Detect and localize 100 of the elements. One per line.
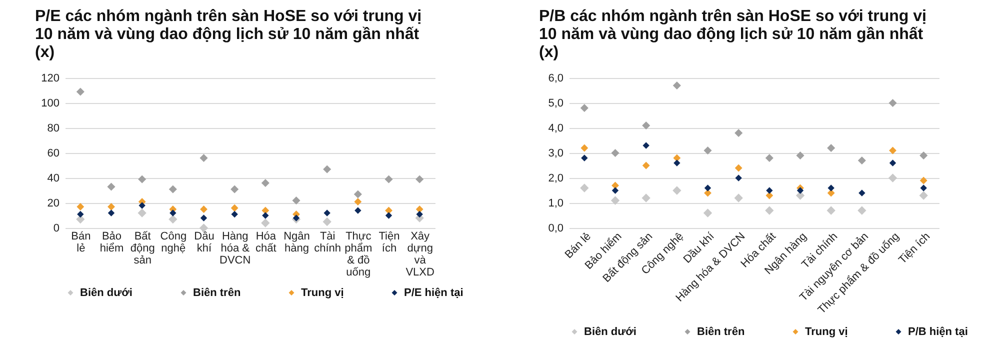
point: [735, 174, 742, 182]
point: [704, 184, 712, 192]
point: [827, 144, 836, 152]
x-tick-label: Thực phẩm & đồ uống: [344, 230, 372, 278]
point: [642, 142, 650, 149]
y-tick-label: 4,0: [548, 122, 564, 134]
legend-label: P/E hiện tại: [404, 286, 464, 299]
point: [889, 160, 896, 166]
point: [230, 185, 239, 194]
point: [580, 184, 589, 192]
point: [138, 175, 146, 184]
point: [796, 187, 804, 194]
point: [734, 128, 743, 138]
point: [168, 214, 178, 224]
y-tick-label: 0,0: [548, 222, 564, 234]
point: [704, 146, 712, 155]
point: [642, 194, 650, 202]
point: [765, 154, 774, 162]
point: [416, 210, 423, 218]
point: [138, 202, 146, 209]
point: [888, 174, 898, 182]
y-tick-label: 120: [41, 72, 60, 84]
point: [827, 189, 835, 197]
y-tick-label: 1,0: [548, 198, 564, 210]
legend-label: Biên trên: [697, 326, 745, 338]
y-tick-label: 20: [47, 198, 60, 210]
legend-label: Biên dưới: [80, 286, 132, 299]
point: [826, 206, 836, 215]
point: [322, 217, 332, 226]
point: [610, 196, 620, 205]
point: [231, 210, 238, 218]
point: [920, 151, 928, 160]
point: [920, 176, 928, 184]
point: [354, 190, 362, 198]
point: [734, 194, 743, 202]
x-tick-label: Bảo hiểm: [100, 230, 124, 254]
point: [858, 190, 866, 196]
y-tick-label: 100: [41, 98, 60, 110]
point: [200, 214, 208, 222]
point: [580, 104, 588, 112]
point: [200, 154, 208, 162]
point: [580, 144, 588, 152]
point: [107, 182, 116, 191]
point: [581, 154, 588, 162]
chart-title: P/B các nhóm ngành trên sàn HoSE so với trung vị 10 năm và vùng dao động lịch sử 10 năm gần nhất (x): [539, 8, 926, 61]
point: [734, 164, 742, 172]
point: [673, 154, 681, 162]
point: [200, 206, 208, 213]
point: [292, 214, 300, 222]
y-tick-label: 2,0: [548, 172, 564, 184]
x-tick-label: Hàng hóa & DVCN: [219, 230, 251, 266]
point: [261, 178, 270, 188]
point: [138, 208, 146, 218]
point: [919, 191, 928, 200]
y-tick-label: 5,0: [548, 98, 564, 110]
point: [765, 206, 774, 215]
y-tick-label: 40: [47, 172, 60, 184]
y-tick-label: 80: [47, 122, 60, 134]
point: [168, 185, 177, 194]
point: [642, 162, 650, 170]
point: [76, 88, 84, 96]
point: [108, 203, 115, 210]
x-tick-label: Hóa chất: [256, 230, 277, 254]
point: [416, 206, 424, 213]
point: [796, 151, 804, 160]
point: [674, 160, 680, 166]
point: [262, 206, 270, 214]
x-tick-label: Dầu khí: [194, 230, 214, 254]
point: [323, 165, 332, 174]
point: [108, 210, 115, 216]
point: [76, 203, 84, 210]
x-tick-label: Công nghệ: [160, 230, 187, 254]
point: [292, 196, 300, 205]
point: [612, 187, 619, 194]
point: [384, 175, 393, 184]
point: [611, 148, 620, 158]
x-tick-label: Bán lẻ: [71, 230, 91, 254]
y-tick-label: 3,0: [548, 148, 564, 160]
point: [261, 218, 270, 228]
point: [77, 210, 84, 218]
y-tick-label: 6,0: [548, 72, 564, 84]
point: [170, 210, 176, 216]
point: [766, 192, 774, 200]
point: [828, 184, 834, 192]
point: [354, 207, 362, 214]
legend-label: Trung vị: [301, 286, 344, 299]
point: [888, 98, 897, 108]
point: [766, 187, 773, 194]
point: [385, 212, 392, 219]
point: [920, 184, 927, 192]
point: [858, 206, 866, 215]
chart-title: P/E các nhóm ngành trên sàn HoSE so với trung vị 10 năm và vùng dao động lịch sử 10 năm gần nhất (x): [35, 8, 422, 61]
legend-label: P/B hiện tại: [908, 326, 968, 338]
legend-label: Biên dưới: [584, 326, 636, 338]
point: [672, 186, 682, 195]
point: [324, 210, 330, 216]
point: [642, 121, 650, 130]
point: [354, 198, 362, 206]
x-tick-label: Ngân hàng: [284, 230, 310, 254]
point: [672, 81, 681, 90]
